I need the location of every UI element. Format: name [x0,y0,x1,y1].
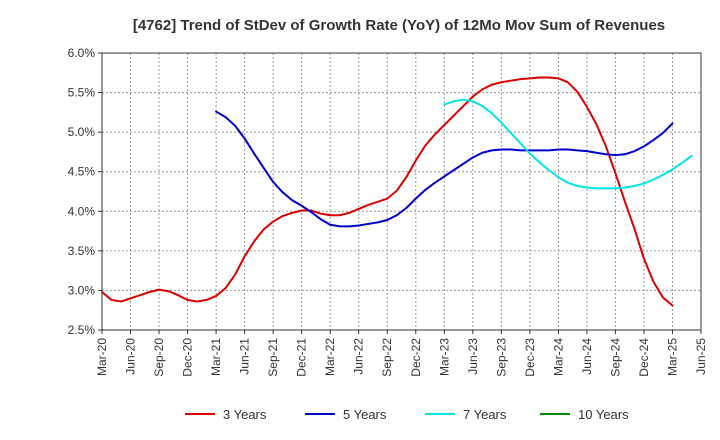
x-tick-label: Sep-23 [494,338,508,377]
legend-label-5-years: 5 Years [343,407,387,422]
series-line-7-years [443,98,693,190]
x-tick-label: Sep-21 [266,338,280,377]
x-tick-label: Sep-24 [608,338,622,377]
x-tick-label: Dec-24 [637,338,651,377]
legend-label-3-years: 3 Years [223,407,267,422]
y-tick-label: 3.0% [68,283,96,297]
x-tick-label: Jun-25 [694,338,708,375]
x-tick-label: Jun-23 [466,338,480,375]
x-tick-label: Dec-21 [295,338,309,377]
x-tick-label: Dec-20 [181,338,195,377]
chart-title: [4762] Trend of StDev of Growth Rate (Yo… [133,17,665,34]
series-line-5-years [215,110,674,228]
y-tick-label: 5.0% [68,125,96,139]
legend-label-7-years: 7 Years [463,407,507,422]
x-tick-label: Dec-22 [409,338,423,377]
axis-layer: 2.5% 3.0% 3.5% 4.0% 4.5% 5.0% 5.5% 6.0% Mar-20 Ju… [68,46,708,377]
x-tick-label: Jun-20 [124,338,138,375]
y-tick-label: 6.0% [68,46,96,60]
x-tick-label: Mar-24 [551,338,565,376]
x-tick-label: Mar-20 [95,338,109,376]
series-layer [101,76,693,307]
plot-area [102,53,701,330]
series-line-3-years [101,76,674,307]
grid-layer [101,52,702,331]
x-tick-label: Mar-23 [437,338,451,376]
x-tick-label: Jun-24 [580,338,594,375]
x-tick-label: Sep-20 [152,338,166,377]
x-tick-label: Sep-22 [380,338,394,377]
x-tick-label: Mar-25 [665,338,679,376]
y-tick-label: 3.5% [68,244,96,258]
x-tick-label: Mar-22 [323,338,337,376]
y-tick-label: 4.5% [68,165,96,179]
y-tick-label: 4.0% [68,204,96,218]
x-tick-label: Mar-21 [209,338,223,376]
y-tick-label: 2.5% [68,323,96,337]
x-tick-label: Dec-23 [523,338,537,377]
x-tick-label: Jun-22 [352,338,366,375]
x-tick-label: Jun-21 [238,338,252,375]
plot-border [101,52,702,331]
legend-label-10-years: 10 Years [578,407,629,422]
y-tick-label: 5.5% [68,86,96,100]
legend: 3 Years 5 Years 7 Years 10 Years [185,407,629,422]
